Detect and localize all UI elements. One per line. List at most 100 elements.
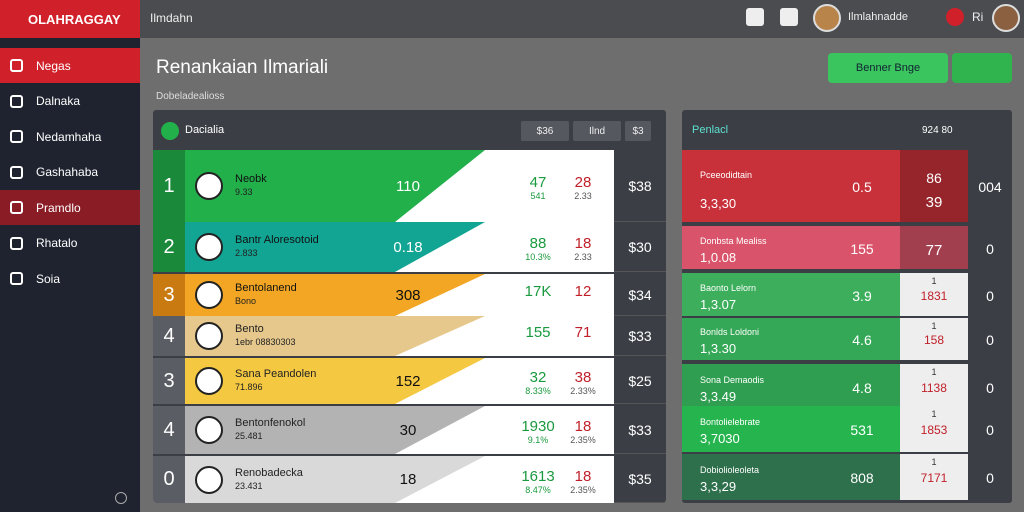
stat-cell: 77 [900, 226, 968, 269]
stat-b: 12 [574, 283, 592, 299]
stat-b: 18 [574, 418, 592, 434]
row-score: 808 [850, 470, 874, 486]
panel-logo [161, 122, 179, 140]
stat-a-sub [513, 341, 563, 352]
stat-a-sub: 541 [530, 191, 546, 201]
topbar [140, 0, 1024, 38]
stat-b-sub [558, 341, 608, 352]
stat-b-sub: 2.33% [570, 386, 596, 396]
row-value: 1,3.30 [700, 341, 737, 356]
row-value: 3,3.49 [700, 389, 737, 404]
team-name: Bantr Aloresotoid [235, 234, 319, 246]
nav-item[interactable]: Nedamhaha [0, 119, 140, 154]
row-score: 4.6 [852, 332, 872, 348]
stat-main: 158 [923, 333, 945, 347]
stat-a: 155 [525, 324, 551, 340]
stat-end: 0 [968, 406, 1012, 452]
team-name: Neobk [235, 173, 267, 185]
nav-item[interactable]: Dalnaka [0, 84, 140, 119]
team-sub: 1ebr 08830303 [235, 337, 296, 347]
table-row: Dobiolioleoleta 3,3,29 808 1 7171 0 [682, 454, 1012, 502]
team-sub: Bono [235, 296, 257, 306]
stat-b: 18 [574, 235, 592, 251]
tab[interactable]: $36 [521, 121, 569, 141]
stat-top: 1 [931, 276, 937, 286]
price-cell: $34 [614, 274, 666, 316]
nav-item[interactable]: Rhatalo [0, 226, 140, 261]
user-initials: Ri [972, 10, 984, 24]
stat-a: 17K [524, 283, 552, 299]
stat-end: 0 [968, 273, 1012, 316]
stat-a-sub: 8.47% [525, 484, 551, 495]
page-title: Renankaian Ilmariali [156, 57, 329, 78]
row-score: 0.5 [852, 179, 872, 195]
stat-a-sub: 10.3% [525, 252, 551, 262]
row-label: Bonlds Loldoni [700, 327, 760, 337]
left-panel: Dacialia$36Ilnd$3AusaAroelsPonlis1Neobk9… [153, 110, 666, 503]
nav-icon [10, 272, 23, 285]
brand-bar: OLAHRAGGAY [0, 0, 140, 38]
score: 110 [396, 177, 420, 195]
price-cell: $35 [614, 456, 666, 503]
stat-main: 39 [925, 194, 943, 211]
rank-cell: 1 [153, 150, 185, 222]
team-logo [195, 465, 223, 494]
row-value: 3,3,30 [700, 196, 737, 211]
stat-main: 1853 [920, 423, 948, 437]
primary-button[interactable]: Benner Bnge [828, 53, 948, 83]
nav-item[interactable]: Pramdlo [0, 190, 140, 225]
price-cell: $33 [614, 406, 666, 454]
stat-cell: 1 7171 [900, 454, 968, 500]
nav-item[interactable]: Gashahaba [0, 155, 140, 190]
icon-button[interactable] [746, 8, 764, 26]
icon-button[interactable] [780, 8, 798, 26]
row-score: 531 [850, 422, 874, 438]
stat-a: 88 [529, 235, 547, 251]
team-logo [195, 172, 223, 200]
nav-item[interactable]: Soia [0, 261, 140, 296]
user-name: Ilmlahnadde [848, 11, 908, 23]
stat-a: 1613 [521, 467, 555, 484]
table-row: 4 Bentonfenokol 25.481 30 1930 9.1% 18 2.35% $33 [153, 406, 666, 454]
stat-b-sub: 2.33 [574, 191, 592, 201]
stat-main: 77 [925, 241, 943, 259]
avatar [813, 4, 841, 32]
stat-top: 1 [931, 367, 937, 377]
row-score: 3.9 [852, 287, 872, 304]
team-logo [195, 416, 223, 444]
stat-a: 1930 [521, 418, 555, 434]
sidebar [0, 0, 140, 512]
notification [946, 8, 964, 26]
nav-icon [10, 201, 23, 214]
score: 18 [399, 471, 417, 488]
row-value: 3,3,29 [700, 479, 737, 494]
panel-title: Dacialia [185, 124, 225, 136]
stat-b: 18 [574, 467, 592, 484]
price-cell: $25 [614, 358, 666, 404]
stat-top: 1 [931, 409, 937, 419]
rank-cell: 4 [153, 316, 185, 356]
nav-item[interactable]: Negas [0, 48, 140, 83]
avatar [992, 4, 1020, 32]
icon-button[interactable] [952, 53, 1012, 83]
team-logo [195, 322, 223, 350]
rank-cell: 2 [153, 222, 185, 272]
row-label: Dobiolioleoleta [700, 465, 760, 475]
row-score: 155 [850, 240, 874, 257]
rank-cell: 3 [153, 358, 185, 404]
score [368, 316, 448, 356]
tab[interactable]: Ilnd [573, 121, 621, 141]
price-cell: $33 [614, 316, 666, 356]
panel-title: Penlacl [692, 124, 729, 136]
row-label: Sona Demaodis [700, 375, 765, 385]
table-row: 4 Bento 1ebr 08830303 155 71 $33 [153, 316, 666, 356]
stat-top: 1 [931, 321, 937, 331]
stat-cell: 86 39 [900, 150, 968, 222]
table-row: Donbsta Mealiss 1,0.08 155 77 0 [682, 226, 1012, 271]
stat-end: 0 [968, 454, 1012, 500]
row-score: 4.8 [852, 380, 872, 396]
team-sub: 23.431 [235, 480, 263, 491]
tab[interactable]: $3 [625, 121, 651, 141]
stat-b-sub: 2.35% [570, 484, 596, 495]
